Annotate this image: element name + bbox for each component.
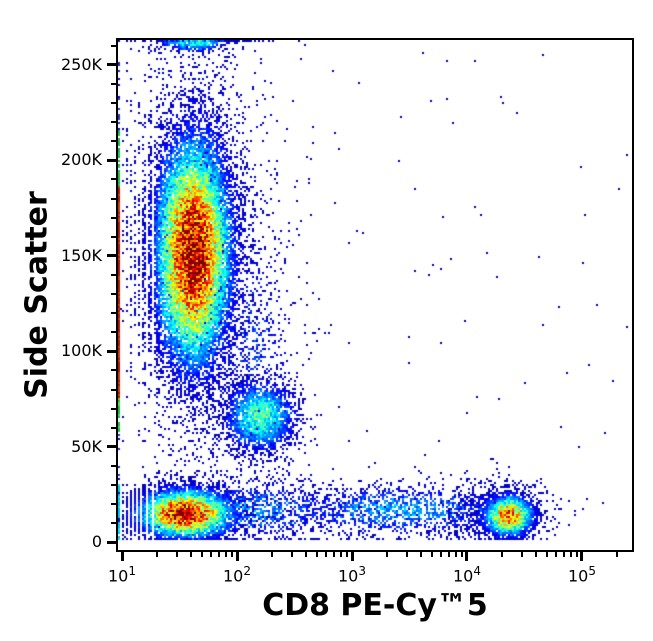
x-tick-label: 103	[338, 564, 366, 586]
y-tick-label: 0	[91, 532, 102, 552]
y-tick-major	[107, 540, 116, 544]
y-tick-label: 200K	[60, 150, 102, 170]
scatter-canvas	[118, 40, 632, 550]
x-tick-minor	[546, 552, 549, 557]
y-tick-minor	[111, 102, 116, 105]
x-tick-label: 105	[567, 564, 596, 586]
y-tick-minor	[111, 522, 116, 525]
y-tick-label: 100K	[60, 341, 102, 361]
x-tick-minor	[210, 552, 213, 557]
x-tick-minor	[339, 552, 342, 557]
x-tick-major	[120, 552, 124, 561]
x-tick-minor	[460, 552, 463, 557]
x-tick-minor	[270, 552, 273, 557]
y-tick-major	[107, 254, 116, 258]
y-tick-minor	[111, 216, 116, 219]
x-tick-minor	[155, 552, 158, 557]
x-tick-minor	[190, 552, 193, 557]
y-tick-major	[107, 349, 116, 353]
x-tick-minor	[454, 552, 457, 557]
x-tick-minor	[345, 552, 348, 557]
x-tick-minor	[385, 552, 388, 557]
y-tick-minor	[111, 484, 116, 487]
y-tick-minor	[111, 235, 116, 238]
y-tick-major	[107, 63, 116, 67]
y-tick-minor	[111, 273, 116, 276]
y-tick-minor	[111, 388, 116, 391]
y-tick-minor	[111, 140, 116, 143]
y-tick-minor	[111, 331, 116, 334]
x-tick-minor	[201, 552, 204, 557]
y-tick-major	[107, 445, 116, 449]
x-tick-major	[350, 552, 354, 561]
x-tick-minor	[405, 552, 408, 557]
y-tick-minor	[111, 178, 116, 181]
y-axis-title: Side Scatter	[19, 191, 55, 399]
x-tick-minor	[290, 552, 293, 557]
y-tick-minor	[111, 426, 116, 429]
y-tick-label: 50K	[71, 436, 102, 456]
x-tick-minor	[420, 552, 423, 557]
y-tick-minor	[111, 293, 116, 296]
y-tick-minor	[111, 464, 116, 467]
x-tick-minor	[448, 552, 451, 557]
y-tick-minor	[111, 44, 116, 47]
y-tick-minor	[111, 82, 116, 85]
x-tick-minor	[224, 552, 227, 557]
x-tick-minor	[440, 552, 443, 557]
y-tick-label: 150K	[60, 245, 102, 265]
x-tick-minor	[305, 552, 308, 557]
x-tick-minor	[555, 552, 558, 557]
y-tick-minor	[111, 312, 116, 315]
y-tick-major	[107, 158, 116, 162]
y-tick-label: 250K	[60, 54, 102, 74]
x-tick-minor	[520, 552, 523, 557]
y-tick-minor	[111, 197, 116, 200]
x-tick-major	[580, 552, 584, 561]
x-tick-minor	[575, 552, 578, 557]
x-tick-minor	[325, 552, 328, 557]
x-tick-minor	[431, 552, 434, 557]
x-tick-minor	[230, 552, 233, 557]
x-tick-minor	[333, 552, 336, 557]
x-tick-minor	[500, 552, 503, 557]
x-tick-minor	[569, 552, 572, 557]
x-tick-minor	[615, 552, 618, 557]
y-tick-minor	[111, 503, 116, 506]
y-tick-minor	[111, 369, 116, 372]
x-tick-label: 104	[452, 564, 481, 586]
x-tick-minor	[175, 552, 178, 557]
y-tick-minor	[111, 121, 116, 124]
x-tick-major	[465, 552, 469, 561]
x-tick-label: 102	[223, 564, 251, 586]
x-tick-major	[235, 552, 239, 561]
y-tick-minor	[111, 407, 116, 410]
x-tick-minor	[316, 552, 319, 557]
x-tick-minor	[535, 552, 538, 557]
x-tick-minor	[563, 552, 566, 557]
x-tick-label: 101	[108, 564, 136, 586]
x-axis-title: CD8 PE-Cy™5	[262, 588, 488, 623]
x-tick-minor	[218, 552, 221, 557]
